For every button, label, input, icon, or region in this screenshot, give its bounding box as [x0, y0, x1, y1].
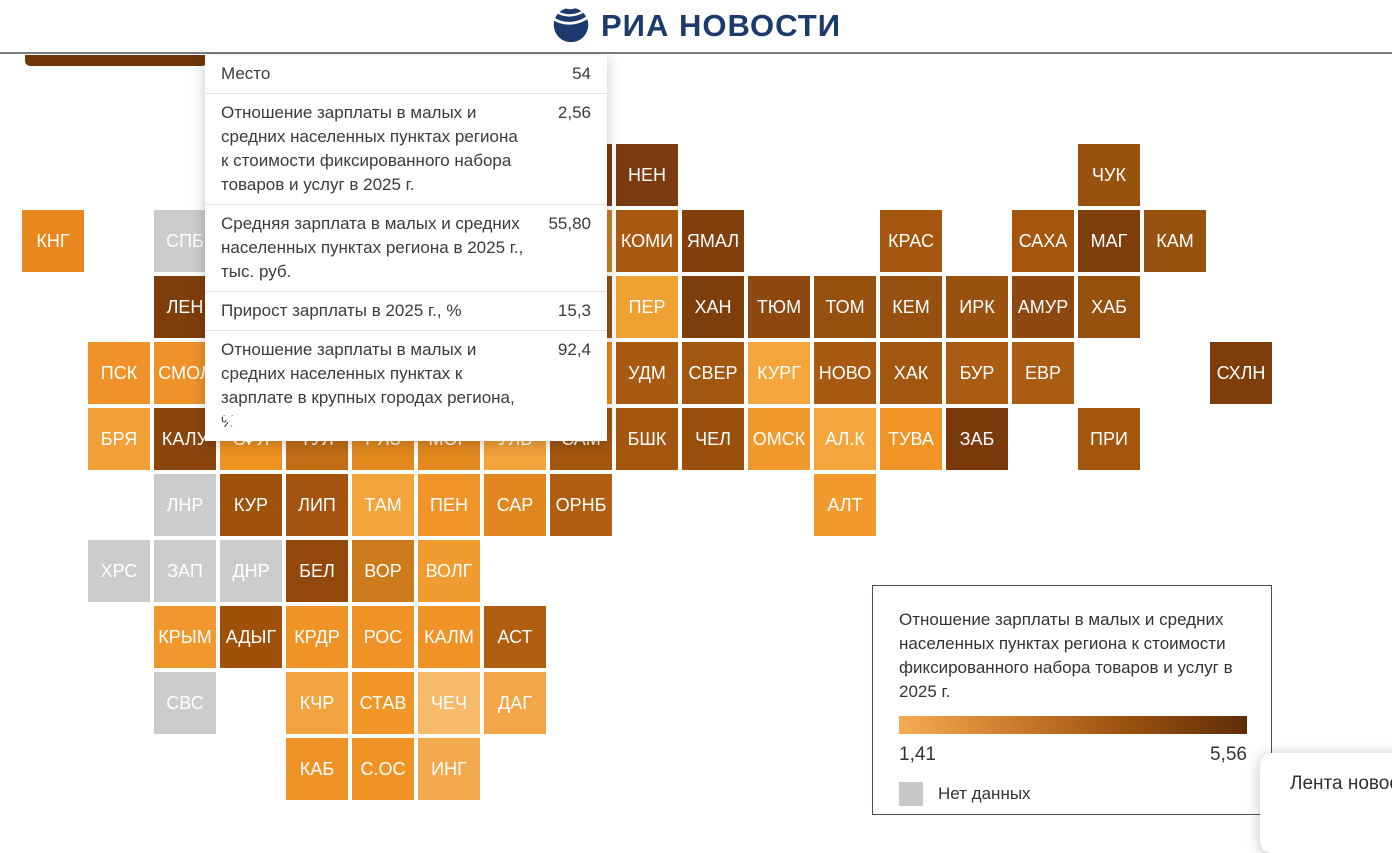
map-tile[interactable]: ЛНР — [154, 474, 216, 536]
header-divider — [0, 52, 1392, 54]
map-tile[interactable]: ПСК — [88, 342, 150, 404]
map-tile[interactable]: СВС — [154, 672, 216, 734]
map-tile[interactable]: САР — [484, 474, 546, 536]
legend-scale: 1,41 5,56 — [899, 744, 1247, 766]
map-tile[interactable]: ТОМ — [814, 276, 876, 338]
map-tile[interactable]: КОМИ — [616, 210, 678, 272]
map-tile[interactable]: ЧЕЛ — [682, 408, 744, 470]
map-tile[interactable]: САХА — [1012, 210, 1074, 272]
map-tile[interactable]: ХАК — [880, 342, 942, 404]
ria-globe-icon — [551, 3, 591, 50]
map-tile[interactable]: БШК — [616, 408, 678, 470]
tooltip-row: Прирост зарплаты в 2025 г., % 15,3 — [205, 292, 607, 331]
legend-title: Отношение зарплаты в малых и средних нас… — [899, 610, 1233, 701]
map-tile[interactable]: ВОР — [352, 540, 414, 602]
map-tile[interactable]: ХРС — [88, 540, 150, 602]
map-tile[interactable]: ТАМ — [352, 474, 414, 536]
map-tile[interactable]: КЧР — [286, 672, 348, 734]
tooltip-row-label: Прирост зарплаты в 2025 г., % — [221, 301, 462, 320]
map-tile[interactable]: ЧЕЧ — [418, 672, 480, 734]
map-tile[interactable]: ЕВР — [1012, 342, 1074, 404]
map-tile[interactable]: ЧУК — [1078, 144, 1140, 206]
map-tile[interactable]: ЯМАЛ — [682, 210, 744, 272]
tooltip-row: Отношение зарплаты в малых и средних нас… — [205, 331, 607, 441]
map-tile[interactable]: ДНР — [220, 540, 282, 602]
no-data-swatch-icon — [899, 782, 923, 806]
map-tile[interactable]: КАМ — [1144, 210, 1206, 272]
map-tile[interactable]: АЛ.К — [814, 408, 876, 470]
map-tile[interactable]: БРЯ — [88, 408, 150, 470]
map-tile[interactable]: РОС — [352, 606, 414, 668]
map-tile[interactable]: ТУВА — [880, 408, 942, 470]
map-tile[interactable]: КНГ — [22, 210, 84, 272]
news-feed-label: Лента новостей — [1290, 773, 1392, 794]
map-tile[interactable]: ХАН — [682, 276, 744, 338]
tooltip-row-value: 54 — [572, 64, 591, 83]
map-tile[interactable]: КАЛМ — [418, 606, 480, 668]
map-tile[interactable]: КУР — [220, 474, 282, 536]
tooltip-row-value: 15,3 — [557, 301, 591, 320]
legend-gradient-bar — [899, 716, 1247, 734]
map-tile-partial-top — [25, 55, 207, 66]
map-tile[interactable]: ИРК — [946, 276, 1008, 338]
map-tile[interactable]: МАГ — [1078, 210, 1140, 272]
map-tile[interactable]: НОВО — [814, 342, 876, 404]
tooltip-row: Средняя зарплата в малых и средних насел… — [205, 205, 607, 292]
map-tile[interactable]: АДЫГ — [220, 606, 282, 668]
map-tile[interactable]: БЕЛ — [286, 540, 348, 602]
map-tile[interactable]: БУР — [946, 342, 1008, 404]
no-data-label: Нет данных — [938, 784, 1031, 803]
ria-logo[interactable]: РИА НОВОСТИ — [551, 3, 841, 50]
tooltip-row-label: Отношение зарплаты в малых и средних нас… — [221, 340, 515, 431]
map-tile[interactable]: КРЫМ — [154, 606, 216, 668]
map-tile[interactable]: АМУР — [1012, 276, 1074, 338]
map-tile[interactable]: ПЕН — [418, 474, 480, 536]
tooltip-row: Отношение зарплаты в малых и средних нас… — [205, 94, 607, 205]
tooltip-row: Место 54 — [205, 55, 607, 94]
map-tile[interactable]: ПЕР — [616, 276, 678, 338]
news-feed-button[interactable]: Лента новостей — [1260, 753, 1392, 853]
tooltip-row-value: 55,80 — [548, 214, 591, 233]
map-tile[interactable]: КРАС — [880, 210, 942, 272]
legend-box: Отношение зарплаты в малых и средних нас… — [872, 585, 1272, 815]
map-tile[interactable]: УДМ — [616, 342, 678, 404]
map-tile[interactable]: ТЮМ — [748, 276, 810, 338]
legend-no-data: Нет данных — [899, 782, 1245, 806]
map-tile[interactable]: ОМСК — [748, 408, 810, 470]
map-tile[interactable]: НЕН — [616, 144, 678, 206]
tooltip-row-value: 2,56 — [557, 103, 591, 122]
map-tile[interactable]: ЗАБ — [946, 408, 1008, 470]
map-tile[interactable]: АЛТ — [814, 474, 876, 536]
region-tooltip: Место 54 Отношение зарплаты в малых и сред… — [205, 55, 607, 441]
page-header: РИА НОВОСТИ — [0, 0, 1392, 52]
map-tile[interactable]: СХЛН — [1210, 342, 1272, 404]
map-tile[interactable]: С.ОС — [352, 738, 414, 800]
map-tile[interactable]: ВОЛГ — [418, 540, 480, 602]
map-tile[interactable]: КАБ — [286, 738, 348, 800]
map-tile[interactable]: ПРИ — [1078, 408, 1140, 470]
map-tile[interactable]: КЕМ — [880, 276, 942, 338]
tooltip-row-value: 92,4 — [557, 340, 591, 359]
page-title: РИА НОВОСТИ — [600, 8, 842, 43]
map-tile[interactable]: КРДР — [286, 606, 348, 668]
map-tile[interactable]: ЗАП — [154, 540, 216, 602]
legend-min-value: 1,41 — [899, 744, 936, 765]
tooltip-row-label: Место — [221, 64, 271, 83]
map-tile[interactable]: ИНГ — [418, 738, 480, 800]
map-tile[interactable]: ДАГ — [484, 672, 546, 734]
map-tile[interactable]: ОРНБ — [550, 474, 612, 536]
map-tile[interactable]: ХАБ — [1078, 276, 1140, 338]
map-tile[interactable]: ЛИП — [286, 474, 348, 536]
tooltip-row-label: Средняя зарплата в малых и средних насел… — [221, 214, 524, 281]
legend-max-value: 5,56 — [1210, 744, 1247, 765]
map-tile[interactable]: СВЕР — [682, 342, 744, 404]
map-tile[interactable]: АСТ — [484, 606, 546, 668]
tooltip-pointer-icon — [222, 416, 276, 444]
map-tile[interactable]: КУРГ — [748, 342, 810, 404]
tooltip-row-label: Отношение зарплаты в малых и средних нас… — [221, 103, 518, 194]
map-tile[interactable]: СТАВ — [352, 672, 414, 734]
